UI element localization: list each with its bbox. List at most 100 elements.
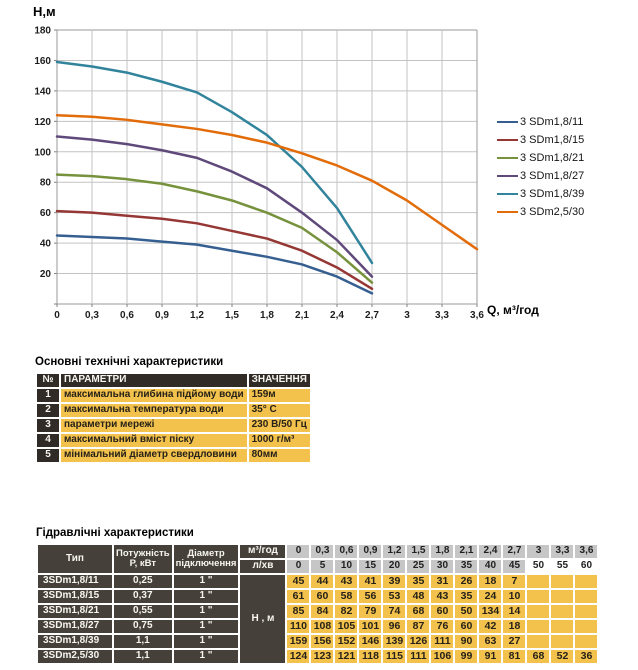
legend-item: 3 SDm1,8/15: [497, 131, 584, 149]
header-flow-m3: м³/год: [240, 545, 286, 558]
y-tick-label: 160: [34, 56, 51, 67]
tech-table: № ПАРАМЕТРИ ЗНАЧЕННЯ 1 максимальна глибина п…: [35, 372, 312, 464]
head-value-cell: [527, 620, 550, 633]
x-axis-title: Q, м³/год: [487, 303, 539, 317]
table-row: 5 мінімальний діаметр свердловини 80мм: [37, 449, 310, 462]
header-row-1: Тип Потужність Р, кВт Діаметр підключення м³/…: [38, 545, 598, 573]
pump-power-cell: 0,25: [114, 575, 172, 588]
x-tick-label: 0,3: [85, 310, 99, 321]
head-value-cell: 56: [359, 590, 382, 603]
pump-row: 3SDm1,8/15 0,37 1 " 61 60 58 56 53 48 43 35 24 10: [38, 590, 598, 603]
head-value-cell: 60: [311, 590, 334, 603]
pump-power-cell: 1,1: [114, 635, 172, 648]
head-value-cell: 156: [311, 635, 334, 648]
x-tick-label: 0: [54, 310, 60, 321]
head-value-cell: 52: [551, 650, 574, 663]
head-value-cell: 118: [359, 650, 382, 663]
head-value-cell: 44: [311, 575, 334, 588]
legend-item: 3 SDm1,8/39: [497, 185, 584, 203]
head-value-cell: 115: [383, 650, 406, 663]
head-value-cell: 10: [503, 590, 526, 603]
flow-m3-cell: 1,8: [431, 545, 454, 558]
head-value-cell: 18: [479, 575, 502, 588]
head-value-cell: 81: [503, 650, 526, 663]
param-cell: максимальна температура води: [61, 404, 247, 417]
header-param: ПАРАМЕТРИ: [61, 374, 247, 387]
head-value-cell: 48: [407, 590, 430, 603]
head-value-cell: 39: [383, 575, 406, 588]
head-value-cell: 42: [479, 620, 502, 633]
curve-3-SDm1-8-15: [55, 209, 374, 291]
pump-type-cell: 3SDm1,8/21: [38, 605, 112, 618]
head-value-cell: 146: [359, 635, 382, 648]
pump-curves-chart: 20 40 60 80 100 120 140 160 180 0 0,3 0,6 0,9 1,2 1,5 1…: [34, 26, 484, 322]
head-value-cell: 63: [479, 635, 502, 648]
head-value-cell: 31: [431, 575, 454, 588]
head-value-cell: 60: [431, 605, 454, 618]
head-value-cell: [575, 575, 598, 588]
head-value-cell: 126: [407, 635, 430, 648]
legend-line-swatch: [497, 139, 518, 141]
header-diameter-line1: Діаметр: [187, 548, 225, 560]
header-diameter-line2: підключення: [175, 558, 237, 569]
table-row: 1 максимальна глибина підйому води 159м: [37, 389, 310, 402]
legend-line-swatch: [497, 175, 518, 177]
row-number-cell: 1: [37, 389, 59, 402]
curve-3-SDm1-8-27: [55, 135, 374, 278]
hydraulic-characteristics-section: Гідравлічні характеристики Тип Потужність…: [36, 527, 599, 665]
value-cell: 1000 г/м³: [248, 434, 310, 447]
head-value-cell: 43: [335, 575, 358, 588]
header-type: Тип: [38, 545, 112, 573]
x-tick-label: 0,9: [155, 310, 169, 321]
header-diameter: Діаметр підключення: [173, 545, 239, 573]
flow-l-cell: 0: [287, 560, 310, 573]
head-value-cell: 41: [359, 575, 382, 588]
head-value-cell: [527, 635, 550, 648]
header-num: №: [37, 374, 59, 387]
curve-3-SDm1-8-39: [55, 60, 374, 265]
param-cell: мінімальний діаметр свердловини: [61, 449, 247, 462]
head-value-cell: 110: [287, 620, 310, 633]
curve-3-SDm1-8-11: [55, 234, 374, 295]
head-value-cell: 111: [407, 650, 430, 663]
flow-l-cell: 60: [580, 560, 593, 572]
pump-row: 3SDm1,8/27 0,75 1 " 110 108 105 101 96 87 76 60 42 1…: [38, 620, 598, 633]
curve-3-SDm2-5-30: [55, 113, 479, 251]
legend-line-swatch: [497, 121, 518, 123]
legend-item: 3 SDm1,8/21: [497, 149, 584, 167]
curve-3-SDm1-8-21: [55, 173, 374, 284]
pump-diameter-cell: 1 ": [173, 650, 239, 663]
pump-row: 3SDm1,8/39 1,1 1 " 159 156 152 146 139 126 111 90 6…: [38, 635, 598, 648]
value-cell: 159м: [248, 389, 310, 402]
head-value-cell: [575, 635, 598, 648]
param-cell: параметри мережі: [61, 419, 247, 432]
head-value-cell: 82: [335, 605, 358, 618]
head-value-cell: 53: [383, 590, 406, 603]
flow-l-cell: 35: [455, 560, 478, 573]
row-number-cell: 5: [37, 449, 59, 462]
head-value-cell: 90: [455, 635, 478, 648]
header-power: Потужність Р, кВт: [114, 545, 172, 573]
x-tick-label: 2,4: [330, 310, 344, 321]
y-tick-label: 100: [34, 147, 51, 158]
y-axis-title: Н,м: [33, 4, 56, 19]
x-tick-label: 3: [404, 310, 410, 321]
pump-row: 3SDm2,5/30 1,1 1 " 124 123 121 118 115 111 106 99 9…: [38, 650, 598, 663]
header-power-line1: Потужність: [116, 548, 170, 560]
flow-m3-cell: 0,3: [311, 545, 334, 558]
head-value-cell: 105: [335, 620, 358, 633]
pump-type-cell: 3SDm1,8/15: [38, 590, 112, 603]
head-value-cell: 101: [359, 620, 382, 633]
head-value-cell: 26: [455, 575, 478, 588]
flow-l-cell: 15: [359, 560, 382, 573]
head-value-cell: 121: [335, 650, 358, 663]
y-tick-label: 60: [40, 208, 52, 219]
head-value-cell: 76: [431, 620, 454, 633]
flow-m3-cell: 1,5: [407, 545, 430, 558]
x-tick-label: 3,3: [435, 310, 449, 321]
y-tick-label: 40: [40, 239, 52, 250]
x-tick-label: 0,6: [120, 310, 134, 321]
head-value-cell: 24: [479, 590, 502, 603]
x-tick-label: 2,1: [295, 310, 309, 321]
value-cell: 80мм: [248, 449, 310, 462]
